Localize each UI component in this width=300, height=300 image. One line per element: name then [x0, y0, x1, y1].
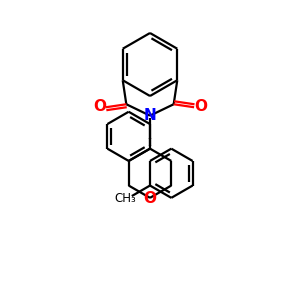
Text: N: N	[144, 108, 156, 123]
Text: O: O	[143, 191, 157, 206]
Text: CH₃: CH₃	[114, 192, 136, 205]
Text: O: O	[194, 99, 207, 114]
Text: O: O	[93, 99, 106, 114]
